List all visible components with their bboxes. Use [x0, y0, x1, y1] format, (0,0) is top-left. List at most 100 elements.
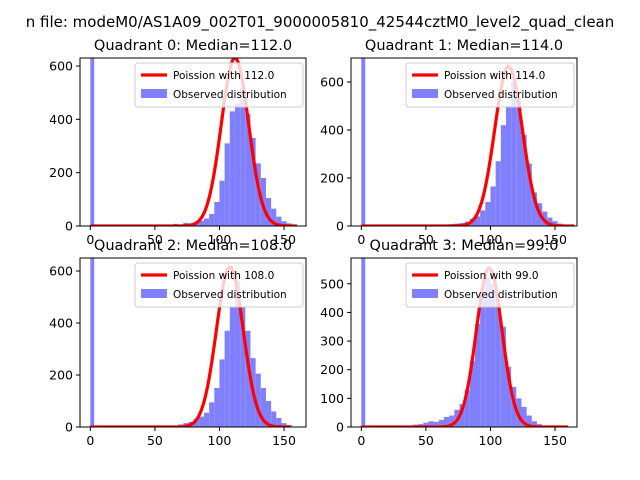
- y-tick-label: 200: [49, 368, 73, 383]
- histogram-bar: [490, 283, 496, 427]
- poisson-curve: [360, 64, 576, 226]
- histogram-bar: [234, 281, 241, 427]
- x-tick-label: 0: [357, 232, 365, 247]
- histogram-bar: [552, 221, 558, 226]
- histogram-bar: [485, 202, 491, 226]
- histogram-bar: [224, 143, 230, 226]
- histogram-bar: [240, 307, 246, 427]
- histogram-bar: [433, 421, 439, 427]
- legend-label-observed: Observed distribution: [444, 289, 558, 301]
- legend-bar-swatch: [141, 289, 167, 298]
- y-tick-label: 600: [49, 59, 73, 74]
- histogram-bar: [198, 220, 204, 226]
- y-tick-label: 400: [320, 123, 344, 138]
- subplot-title: Quadrant 2: Median=108.0: [94, 238, 292, 254]
- legend-label-poisson: Poission with 108.0: [173, 270, 274, 282]
- poisson-curve: [89, 265, 292, 427]
- histogram-bar: [90, 258, 95, 427]
- histogram-bar: [209, 402, 215, 427]
- histogram-bar: [193, 419, 199, 427]
- y-tick-label: 200: [49, 165, 73, 180]
- histogram-bar: [265, 401, 272, 427]
- y-tick-label: 0: [336, 219, 344, 234]
- x-tick-label: 50: [147, 232, 163, 247]
- x-tick-label: 150: [543, 232, 567, 247]
- histogram-bar: [265, 198, 272, 226]
- y-tick-label: 200: [320, 362, 344, 377]
- histogram-bar: [245, 330, 251, 427]
- y-tick-label: 0: [65, 420, 73, 435]
- plot-area: [89, 58, 298, 226]
- histogram-bar: [495, 161, 501, 226]
- figure-suptitle: n file: modeM0/AS1A09_002T01_9000005810_…: [26, 13, 615, 32]
- histogram-bar: [423, 422, 429, 427]
- x-tick-label: 150: [272, 433, 296, 448]
- histogram-bar: [229, 111, 235, 226]
- histogram-bar: [271, 208, 277, 226]
- subplot-quadrant-1: 0 50 100 150 0 200 400 600 Quadrant 1: Median=11…: [320, 38, 578, 247]
- x-tick-label: 150: [272, 232, 296, 247]
- legend-bar-swatch: [412, 289, 438, 298]
- histogram-bar: [361, 58, 366, 226]
- histogram-bar: [449, 415, 455, 427]
- axes-frame: [350, 57, 578, 227]
- x-tick-label: 150: [543, 433, 567, 448]
- y-tick-label: 0: [65, 219, 73, 234]
- histogram-bar: [255, 373, 261, 427]
- histogram-bar: [281, 221, 287, 226]
- histogram-bar: [474, 323, 481, 427]
- legend: Poission with 112.0 Observed distribution: [134, 62, 304, 108]
- histogram-bar: [203, 218, 210, 226]
- histogram-bar: [203, 412, 210, 427]
- histogram-bar: [521, 406, 527, 427]
- legend-box: [134, 62, 304, 108]
- histogram-bar: [219, 359, 225, 427]
- histogram-bar: [459, 404, 465, 427]
- legend: Poission with 108.0 Observed distribution: [134, 262, 304, 308]
- legend-bar-swatch: [412, 89, 438, 98]
- y-tick-label: 500: [320, 276, 344, 291]
- subplot-quadrant-2: 0 50 100 150 0 200 400 600 Quadrant 2: Median=10…: [49, 238, 307, 448]
- y-tick-label: 600: [320, 75, 344, 90]
- legend: Poission with 99.0 Observed distribution: [405, 262, 575, 308]
- y-tick-label: 400: [320, 305, 344, 320]
- histogram-bar: [505, 366, 512, 427]
- histogram-bar: [90, 58, 95, 226]
- poisson-curve: [89, 58, 298, 226]
- histogram-bar: [480, 298, 486, 427]
- x-tick-label: 0: [86, 433, 94, 448]
- y-tick-label: 400: [49, 316, 73, 331]
- histogram-bar: [526, 415, 532, 427]
- histogram-bar: [490, 186, 496, 226]
- histogram-bar: [214, 388, 220, 427]
- histogram-bar: [255, 163, 261, 226]
- histogram-bar: [276, 216, 282, 226]
- histogram-bar: [198, 416, 204, 427]
- y-tick-label: 600: [49, 264, 73, 279]
- y-tick-label: 100: [320, 391, 344, 406]
- histogram-bar: [531, 192, 537, 226]
- subplot-quadrant-0: 0 50 100 150 0 200 400 600 Quadrant 0: Median=11…: [49, 38, 307, 247]
- histogram-bar: [229, 307, 235, 427]
- x-tick-label: 0: [357, 433, 365, 448]
- histogram-bar: [361, 258, 366, 427]
- y-tick-label: 200: [320, 171, 344, 186]
- x-tick-label: 50: [418, 433, 434, 448]
- legend-label-poisson: Poission with 114.0: [444, 70, 545, 82]
- histogram-bar: [511, 82, 517, 226]
- x-tick-label: 50: [147, 433, 163, 448]
- histogram-bar: [480, 210, 486, 226]
- x-tick-label: 0: [86, 232, 94, 247]
- legend-label-observed: Observed distribution: [444, 89, 558, 101]
- histogram-bar: [505, 106, 512, 226]
- legend-box: [405, 62, 575, 108]
- legend-label-observed: Observed distribution: [173, 89, 287, 101]
- subplot-quadrant-3: 0 50 100 150 0 100 200 300 400 500 Quadrant 3: Med…: [320, 238, 578, 448]
- histogram-bar: [271, 411, 277, 427]
- subplot-title: Quadrant 1: Median=114.0: [365, 38, 563, 54]
- axes-frame: [79, 257, 307, 428]
- legend-label-poisson: Poission with 99.0: [444, 270, 539, 282]
- histogram-bar: [469, 361, 475, 427]
- histogram-bar: [464, 389, 470, 427]
